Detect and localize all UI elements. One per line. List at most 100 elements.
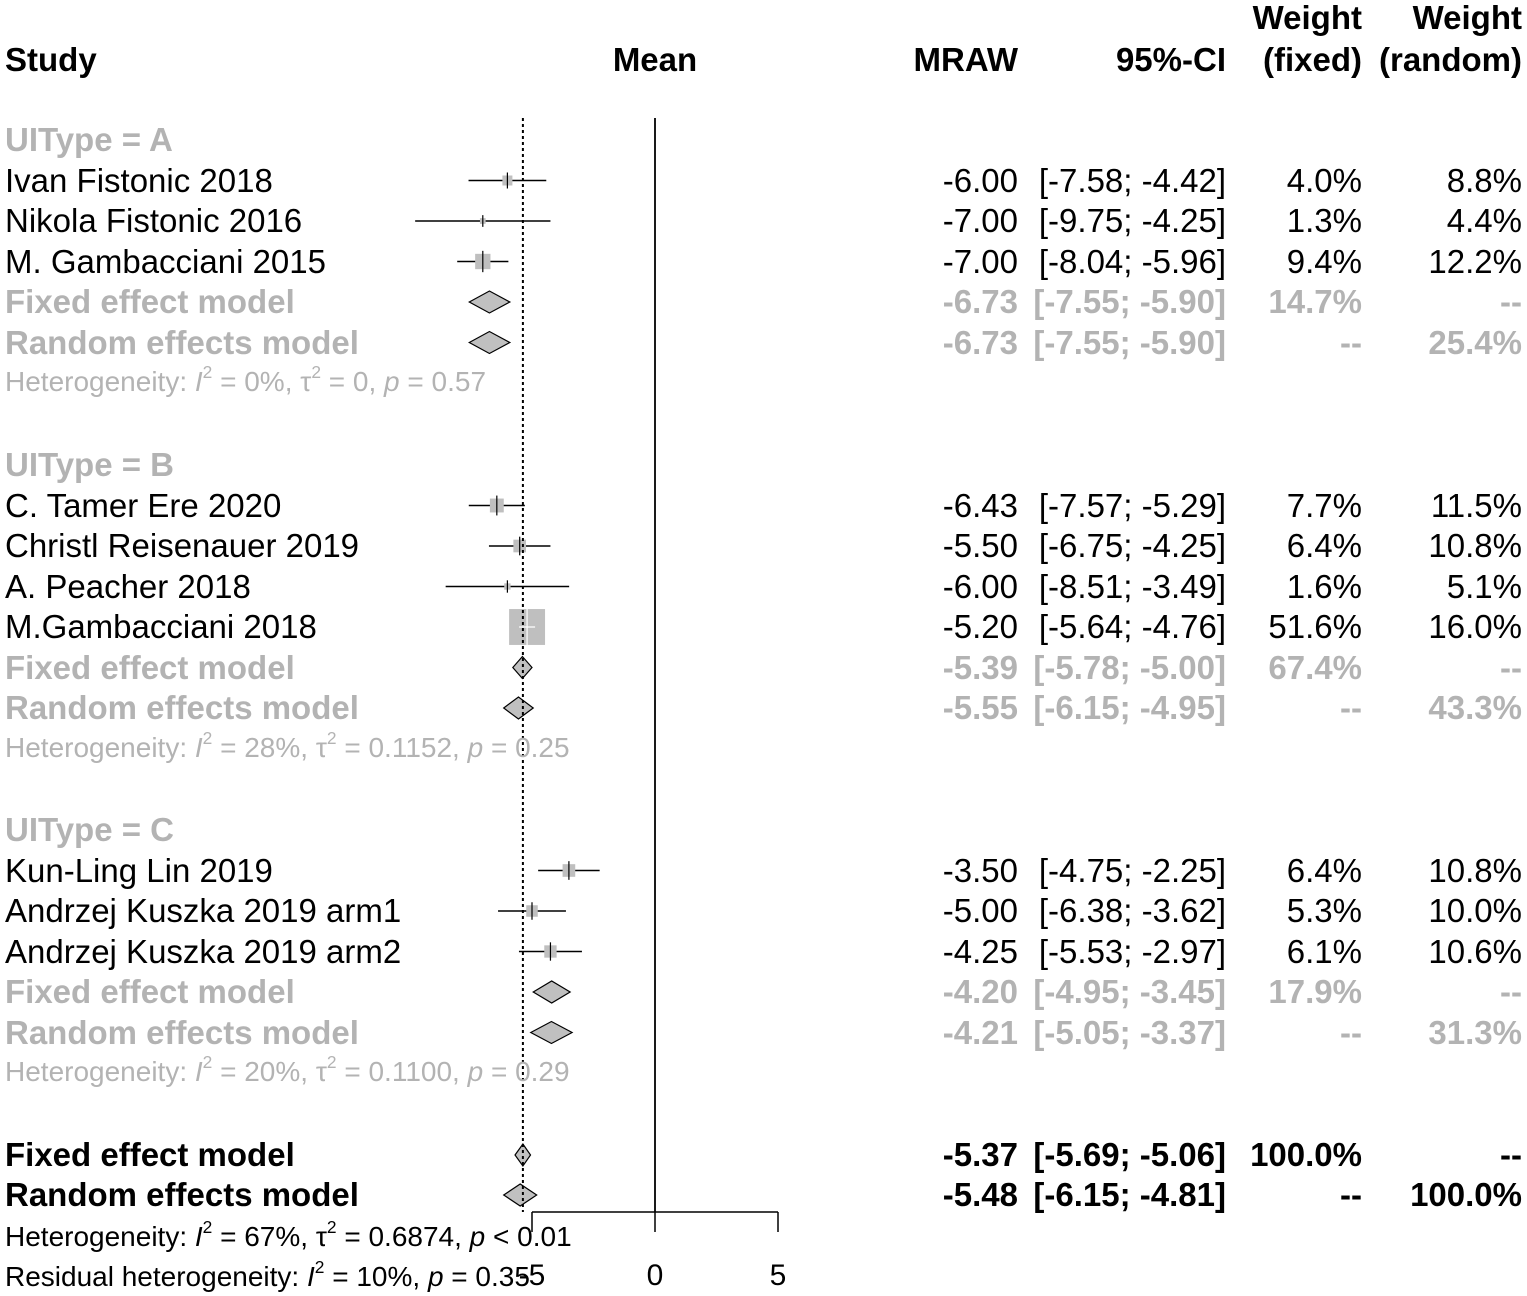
superscript-2: 2 [326, 727, 337, 748]
i2-symbol: I [194, 1056, 203, 1087]
ci-value: [-4.75; -2.25] [1038, 851, 1226, 889]
mraw-value: -6.43 [942, 486, 1018, 524]
weight-random-value: 43.3% [1428, 689, 1522, 726]
mraw-value: -5.20 [942, 608, 1018, 645]
mraw-value: -6.00 [942, 567, 1018, 605]
ci-value: [-6.38; -3.62] [1038, 892, 1226, 929]
weight-fixed-value: 1.3% [1286, 202, 1362, 239]
overall-fixed-label: Fixed effect model [5, 1136, 295, 1173]
weight-random-value: 5.1% [1446, 567, 1522, 605]
ci-value: [-8.04; -5.96] [1038, 242, 1226, 280]
ci-value: [-4.95; -3.45] [1033, 973, 1226, 1010]
i2-value: = 28%, τ [212, 731, 327, 763]
mraw-value: -5.48 [942, 1176, 1018, 1213]
superscript-2: 2 [311, 361, 321, 382]
header-ci: 95%-CI [1115, 41, 1226, 78]
study-name: C. Tamer Ere 2020 [5, 486, 282, 524]
i2-symbol: I [194, 731, 203, 763]
weight-random-value: 11.5% [1430, 486, 1522, 524]
i2-value: = 0%, τ [212, 366, 312, 397]
het-prefix: Heterogeneity: [5, 366, 195, 397]
study-name: Christl Reisenauer 2019 [5, 527, 360, 564]
tau-value: = 0.1100, [336, 1056, 468, 1087]
fixed-effect-label: Fixed effect model [5, 648, 295, 686]
het-prefix: Heterogeneity: [5, 731, 195, 763]
weight-fixed-value: 4.0% [1286, 161, 1362, 199]
p-value: = 0.25 [483, 731, 570, 763]
heterogeneity-text: Heterogeneity: I2 = 20%, τ2 = 0.1100, p … [5, 1053, 570, 1087]
weight-random-value: 31.3% [1428, 1013, 1522, 1051]
p-symbol: p [467, 1056, 484, 1087]
mraw-value: -5.55 [942, 689, 1018, 726]
p-symbol: p [384, 366, 400, 397]
study-name: Andrzej Kuszka 2019 arm2 [5, 932, 402, 970]
x-tick-label: 0 [646, 1259, 664, 1292]
i2-value: = 10%, [324, 1261, 428, 1292]
weight-fixed-value: 6.4% [1286, 527, 1362, 564]
tau-value: = 0, [320, 366, 385, 397]
weight-fixed-value: 6.1% [1286, 932, 1362, 970]
weight-fixed-value: -- [1340, 689, 1362, 726]
i2-symbol: I [194, 1221, 203, 1252]
ci-value: [-7.55; -5.90] [1033, 283, 1226, 320]
header-weight-random: Weight [1412, 0, 1522, 36]
overall-random-diamond [502, 1183, 538, 1207]
weight-random-value: 12.2% [1428, 242, 1522, 280]
weight-random-value: 10.8% [1428, 851, 1522, 889]
ci-value: [-5.64; -4.76] [1038, 608, 1226, 645]
fixed-effect-diamond [468, 290, 512, 314]
weight-random-value: -- [1500, 648, 1522, 686]
ci-value: [-6.75; -4.25] [1038, 527, 1226, 564]
mraw-value: -4.21 [942, 1013, 1018, 1051]
study-name: Nikola Fistonic 2016 [5, 202, 303, 239]
ci-value: [-8.51; -3.49] [1038, 567, 1226, 605]
overall-fixed-diamond [514, 1142, 532, 1168]
weight-fixed-value: 5.3% [1286, 892, 1362, 929]
weight-fixed-value: 100.0% [1250, 1136, 1362, 1173]
ci-value: [-9.75; -4.25] [1038, 202, 1226, 239]
i2-symbol: I [194, 366, 203, 397]
ci-value: [-5.78; -5.00] [1033, 648, 1226, 686]
het-prefix: Heterogeneity: [5, 1056, 195, 1087]
mraw-value: -4.25 [942, 932, 1018, 970]
random-effects-label: Random effects model [5, 323, 359, 361]
superscript-2: 2 [202, 727, 213, 748]
weight-random-value: 100.0% [1410, 1176, 1522, 1213]
weight-random-value: -- [1500, 1136, 1522, 1173]
weight-fixed-value: 1.6% [1286, 567, 1362, 605]
p-symbol: p [467, 731, 484, 763]
weight-fixed-value: 9.4% [1286, 242, 1362, 280]
x-tick-label: -5 [518, 1259, 546, 1292]
p-value: = 0.29 [483, 1056, 570, 1087]
weight-random-value: -- [1500, 973, 1522, 1010]
superscript-2: 2 [326, 1216, 337, 1237]
fixed-effect-diamond [512, 655, 533, 680]
ci-value: [-6.15; -4.81] [1033, 1176, 1226, 1213]
weight-random-value: 10.8% [1428, 527, 1522, 564]
random-effects-diamond [529, 1020, 574, 1045]
study-name: Ivan Fistonic 2018 [5, 161, 273, 199]
weight-random-value: 10.6% [1428, 932, 1522, 970]
study-name: Andrzej Kuszka 2019 arm1 [5, 892, 402, 929]
weight-fixed-value: 67.4% [1268, 648, 1362, 686]
study-name: M.Gambacciani 2018 [5, 608, 317, 645]
header-study: Study [5, 41, 97, 78]
mraw-value: -6.00 [942, 161, 1018, 199]
study-name: A. Peacher 2018 [5, 567, 251, 605]
mraw-value: -5.39 [942, 648, 1018, 686]
weight-fixed-value: -- [1340, 1013, 1362, 1051]
superscript-2: 2 [202, 1216, 213, 1237]
x-tick-label: 5 [769, 1259, 787, 1292]
tau-value: = 0.1152, [336, 731, 468, 763]
p-value: = 0.35 [443, 1261, 530, 1292]
i2-symbol: I [306, 1261, 315, 1292]
heterogeneity-text: Heterogeneity: I2 = 28%, τ2 = 0.1152, p … [5, 729, 570, 763]
superscript-2: 2 [202, 361, 213, 382]
random-effects-label: Random effects model [5, 1013, 359, 1051]
header-weight-fixed-sub: (fixed) [1263, 41, 1362, 78]
mraw-value: -6.73 [942, 283, 1018, 320]
ci-value: [-7.58; -4.42] [1038, 161, 1226, 199]
mraw-value: -5.37 [942, 1136, 1018, 1173]
i2-value: = 67%, τ [212, 1221, 327, 1252]
